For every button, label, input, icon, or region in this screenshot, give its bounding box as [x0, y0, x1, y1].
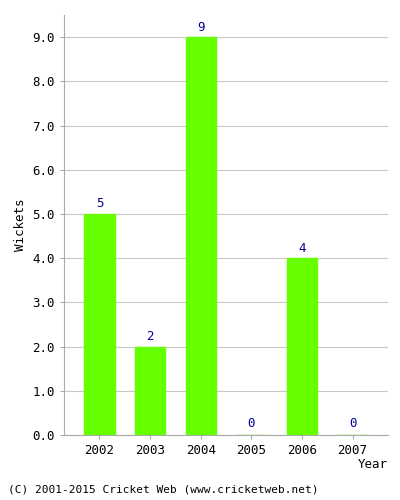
- Bar: [186, 37, 216, 435]
- Text: 4: 4: [298, 242, 306, 254]
- Text: 0: 0: [248, 416, 255, 430]
- Text: 0: 0: [349, 416, 356, 430]
- Text: 5: 5: [96, 198, 103, 210]
- Bar: [84, 214, 115, 435]
- Y-axis label: Wickets: Wickets: [14, 198, 27, 251]
- Text: (C) 2001-2015 Cricket Web (www.cricketweb.net): (C) 2001-2015 Cricket Web (www.cricketwe…: [8, 485, 318, 495]
- Bar: [135, 346, 165, 435]
- Text: 2: 2: [146, 330, 154, 343]
- Text: 9: 9: [197, 20, 204, 34]
- Text: Year: Year: [358, 458, 388, 470]
- Bar: [287, 258, 317, 435]
